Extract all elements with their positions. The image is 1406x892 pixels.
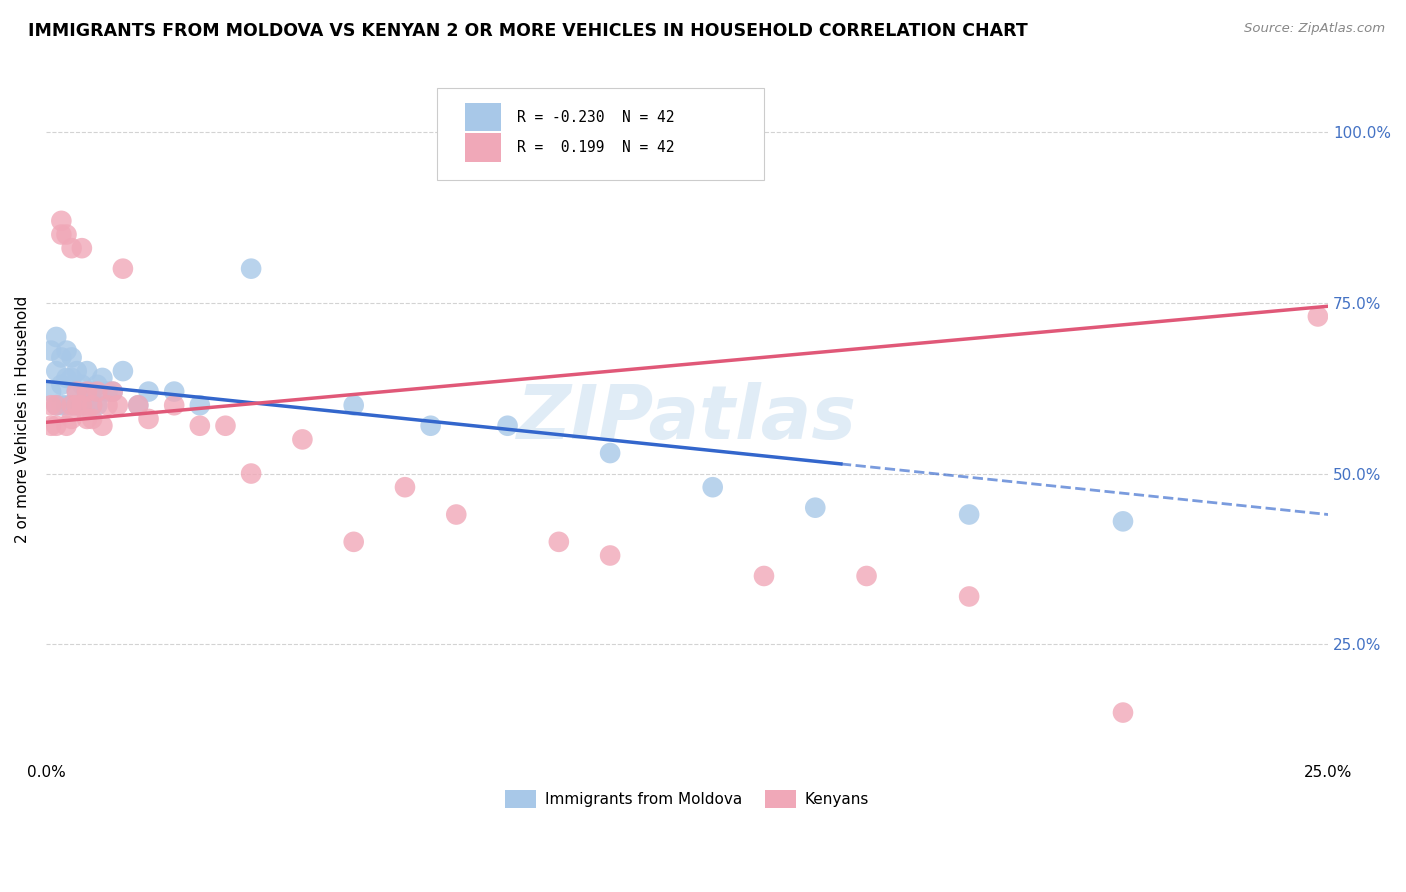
Point: [45, 364, 67, 378]
Point: [66, 398, 89, 412]
Point: [70, 398, 93, 412]
Point: [188, 398, 211, 412]
Point: [70, 377, 93, 392]
Point: [752, 569, 775, 583]
Point: [394, 480, 416, 494]
Point: [60, 351, 83, 365]
Point: [1306, 310, 1329, 324]
Point: [60, 398, 83, 412]
Point: [855, 569, 877, 583]
Point: [496, 418, 519, 433]
Point: [138, 412, 160, 426]
Text: Source: ZipAtlas.com: Source: ZipAtlas.com: [1244, 22, 1385, 36]
FancyBboxPatch shape: [437, 87, 763, 180]
Point: [51, 377, 73, 392]
Point: [96, 398, 118, 412]
Point: [60, 241, 83, 255]
Point: [60, 412, 83, 426]
Point: [60, 371, 83, 385]
Point: [76, 384, 98, 399]
Point: [101, 384, 124, 399]
Text: R = -0.230  N = 42: R = -0.230 N = 42: [516, 110, 673, 125]
Point: [39, 418, 62, 433]
Point: [82, 398, 104, 412]
Point: [96, 384, 118, 399]
Point: [45, 398, 67, 412]
Point: [343, 398, 366, 412]
Legend: Immigrants from Moldova, Kenyans: Immigrants from Moldova, Kenyans: [499, 784, 875, 814]
Point: [45, 418, 67, 433]
Point: [55, 227, 77, 242]
Point: [86, 384, 108, 399]
Point: [127, 398, 149, 412]
Point: [45, 398, 67, 412]
Point: [66, 384, 89, 399]
Point: [86, 398, 108, 412]
Point: [91, 371, 114, 385]
Point: [291, 433, 314, 447]
Point: [188, 418, 211, 433]
Point: [51, 398, 73, 412]
Point: [1112, 514, 1135, 528]
Point: [957, 508, 980, 522]
Y-axis label: 2 or more Vehicles in Household: 2 or more Vehicles in Household: [15, 295, 30, 542]
Point: [70, 398, 93, 412]
Point: [66, 398, 89, 412]
Point: [39, 384, 62, 399]
Point: [55, 418, 77, 433]
Point: [343, 534, 366, 549]
Point: [163, 384, 186, 399]
FancyBboxPatch shape: [465, 103, 501, 131]
Point: [804, 500, 827, 515]
Point: [101, 384, 124, 399]
Point: [60, 398, 83, 412]
Point: [419, 418, 441, 433]
Point: [547, 534, 569, 549]
Point: [86, 377, 108, 392]
Point: [82, 398, 104, 412]
Point: [39, 398, 62, 412]
FancyBboxPatch shape: [465, 134, 501, 162]
Point: [240, 467, 263, 481]
Point: [138, 384, 160, 399]
Point: [107, 398, 129, 412]
Text: R =  0.199  N = 42: R = 0.199 N = 42: [516, 140, 673, 155]
Point: [45, 330, 67, 344]
Point: [599, 549, 621, 563]
Point: [214, 418, 236, 433]
Point: [76, 364, 98, 378]
Point: [91, 418, 114, 433]
Point: [599, 446, 621, 460]
Point: [51, 351, 73, 365]
Point: [70, 241, 93, 255]
Point: [163, 398, 186, 412]
Text: IMMIGRANTS FROM MOLDOVA VS KENYAN 2 OR MORE VEHICLES IN HOUSEHOLD CORRELATION CH: IMMIGRANTS FROM MOLDOVA VS KENYAN 2 OR M…: [28, 22, 1028, 40]
Point: [55, 398, 77, 412]
Point: [240, 261, 263, 276]
Point: [702, 480, 724, 494]
Point: [51, 227, 73, 242]
Point: [82, 384, 104, 399]
Point: [55, 343, 77, 358]
Point: [55, 371, 77, 385]
Point: [957, 590, 980, 604]
Point: [76, 412, 98, 426]
Point: [76, 384, 98, 399]
Text: ZIPatlas: ZIPatlas: [517, 383, 858, 456]
Point: [39, 343, 62, 358]
Point: [127, 398, 149, 412]
Point: [446, 508, 468, 522]
Point: [111, 364, 134, 378]
Point: [66, 364, 89, 378]
Point: [66, 384, 89, 399]
Point: [1112, 706, 1135, 720]
Point: [111, 261, 134, 276]
Point: [82, 412, 104, 426]
Point: [51, 214, 73, 228]
